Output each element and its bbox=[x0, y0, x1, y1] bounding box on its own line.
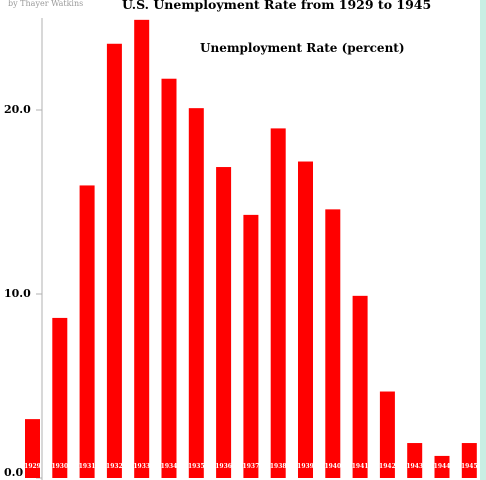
bar-year-label: 1936 bbox=[215, 463, 232, 470]
bar-year-label: 1935 bbox=[188, 463, 205, 470]
y-tick-label: 10.0 bbox=[4, 287, 31, 300]
bar bbox=[52, 317, 68, 478]
bar-year-label: 1933 bbox=[133, 463, 150, 470]
bar-year-label: 1934 bbox=[161, 463, 178, 470]
chart-subtitle: Unemployment Rate (percent) bbox=[200, 41, 405, 55]
page-edge-strip bbox=[480, 0, 486, 480]
bar bbox=[106, 43, 122, 478]
bar-year-label: 1937 bbox=[243, 463, 260, 470]
chart-credit: by Thayer Watkins bbox=[8, 0, 83, 8]
bar-year-label: 1929 bbox=[24, 463, 41, 470]
bar-year-label: 1932 bbox=[106, 463, 123, 470]
bar-year-label: 1938 bbox=[270, 463, 287, 470]
chart-title: U.S. Unemployment Rate from 1929 to 1945 bbox=[122, 0, 431, 12]
bar bbox=[352, 295, 368, 478]
bar bbox=[161, 78, 177, 478]
bar bbox=[434, 455, 450, 478]
bar-year-label: 1931 bbox=[79, 463, 96, 470]
bar-year-label: 1940 bbox=[324, 463, 341, 470]
y-axis-ticks: 0.0 10.0 20.0 bbox=[4, 103, 42, 479]
y-tick-label: 20.0 bbox=[4, 103, 31, 116]
bar-year-label: 1943 bbox=[406, 463, 423, 470]
bar bbox=[243, 214, 259, 478]
bar-year-label: 1942 bbox=[379, 463, 396, 470]
bar bbox=[134, 19, 150, 479]
bar-year-label: 1944 bbox=[434, 463, 451, 470]
bar-year-label: 1930 bbox=[51, 463, 68, 470]
bar bbox=[270, 128, 286, 478]
bar bbox=[298, 161, 313, 478]
bar bbox=[379, 391, 395, 478]
bar bbox=[325, 209, 341, 479]
y-tick-label: 0.0 bbox=[4, 466, 23, 479]
bar-year-label: 1945 bbox=[461, 463, 478, 470]
bar bbox=[25, 419, 40, 478]
bars-group: 1929 1930 1931 1932 1933 1934 1935 1936 1937 1938… bbox=[24, 19, 478, 479]
bar-year-label: 1939 bbox=[297, 463, 314, 470]
bar bbox=[188, 108, 204, 478]
bar bbox=[216, 167, 232, 479]
bar-year-label: 1941 bbox=[352, 463, 369, 470]
bar bbox=[461, 443, 477, 478]
bar bbox=[407, 443, 423, 478]
bar bbox=[79, 185, 95, 478]
